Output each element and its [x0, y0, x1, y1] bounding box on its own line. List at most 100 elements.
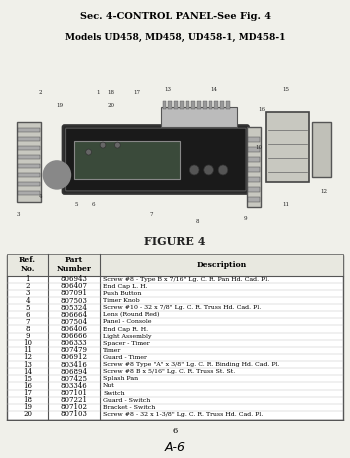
Text: Part
Number: Part Number	[56, 256, 91, 273]
Text: 806664: 806664	[60, 311, 87, 319]
Bar	[248, 187, 260, 192]
Text: 3: 3	[17, 212, 20, 217]
Text: 805324: 805324	[61, 304, 87, 311]
Text: 807425: 807425	[60, 375, 87, 383]
Bar	[18, 173, 40, 177]
Text: 6: 6	[25, 311, 30, 319]
Text: End Cap R. H.: End Cap R. H.	[103, 327, 148, 332]
Text: Description: Description	[196, 261, 246, 268]
Text: 19: 19	[23, 403, 32, 411]
Bar	[248, 147, 260, 152]
Text: 17: 17	[23, 389, 32, 397]
Text: 11: 11	[23, 346, 32, 354]
Text: Ref.
No.: Ref. No.	[19, 256, 36, 273]
Text: 12: 12	[23, 354, 32, 361]
Bar	[18, 137, 40, 141]
Text: 5: 5	[25, 304, 30, 311]
Bar	[197, 101, 201, 109]
Text: 7: 7	[149, 212, 153, 217]
Text: Splash Pan: Splash Pan	[103, 376, 138, 382]
Bar	[203, 101, 207, 109]
Text: 8: 8	[195, 219, 199, 224]
Text: Guard - Switch: Guard - Switch	[103, 398, 150, 403]
Bar	[209, 101, 212, 109]
Bar	[266, 112, 309, 182]
Bar	[168, 101, 172, 109]
Text: 13: 13	[23, 360, 32, 369]
Text: 807091: 807091	[60, 289, 87, 297]
Bar	[18, 128, 40, 132]
Text: 12: 12	[320, 189, 327, 194]
Text: 806406: 806406	[60, 325, 87, 333]
Text: 9: 9	[25, 332, 30, 340]
Text: 803346: 803346	[61, 382, 87, 390]
Text: 807221: 807221	[60, 396, 87, 404]
Circle shape	[43, 161, 70, 189]
Text: Lens (Round Red): Lens (Round Red)	[103, 312, 160, 317]
Circle shape	[189, 165, 199, 175]
Bar	[248, 167, 260, 172]
Text: 1: 1	[25, 275, 30, 283]
Text: Screw #8 B x 5/16" Lg. C. R. Truss St. St.: Screw #8 B x 5/16" Lg. C. R. Truss St. S…	[103, 369, 235, 374]
Text: Screw #8 - Type B x 7/16" Lg. C. R. Pan Hd. Cad. Pl.: Screw #8 - Type B x 7/16" Lg. C. R. Pan …	[103, 277, 269, 282]
Text: 14: 14	[210, 87, 217, 92]
Text: 807504: 807504	[60, 318, 87, 326]
Text: End Cap L. H.: End Cap L. H.	[103, 284, 148, 289]
Bar	[248, 157, 260, 162]
FancyBboxPatch shape	[65, 128, 246, 191]
Text: 3: 3	[25, 289, 30, 297]
Circle shape	[114, 142, 120, 148]
Bar	[248, 137, 260, 142]
Bar	[161, 107, 237, 127]
Text: 10: 10	[255, 145, 262, 150]
Text: 15: 15	[282, 87, 289, 92]
Text: 803416: 803416	[61, 360, 87, 369]
Text: 4: 4	[39, 194, 42, 199]
Text: 2: 2	[39, 90, 42, 95]
Bar	[7, 254, 343, 276]
Bar	[162, 101, 166, 109]
Text: 806894: 806894	[60, 368, 87, 376]
Circle shape	[86, 149, 91, 155]
Text: 6: 6	[172, 426, 177, 435]
Bar	[214, 101, 218, 109]
Text: 11: 11	[282, 202, 289, 207]
Text: 19: 19	[56, 103, 63, 108]
Text: 807102: 807102	[60, 403, 87, 411]
Text: 6: 6	[92, 202, 95, 207]
Text: 807503: 807503	[61, 296, 87, 305]
Bar	[74, 141, 180, 179]
Text: Sec. 4-CONTROL PANEL-See Fig. 4: Sec. 4-CONTROL PANEL-See Fig. 4	[79, 12, 271, 22]
Text: 9: 9	[243, 216, 247, 221]
Text: 806333: 806333	[61, 339, 87, 347]
Bar	[174, 101, 178, 109]
Bar	[220, 101, 224, 109]
Text: 7: 7	[25, 318, 30, 326]
Text: 5: 5	[74, 202, 78, 207]
Text: 15: 15	[23, 375, 32, 383]
Text: A-6: A-6	[164, 441, 186, 453]
Text: Push Button: Push Button	[103, 291, 141, 296]
Text: 806666: 806666	[60, 332, 87, 340]
Text: 18: 18	[23, 396, 32, 404]
Bar	[248, 177, 260, 182]
Text: 10: 10	[23, 339, 32, 347]
Text: 16: 16	[23, 382, 32, 390]
Text: Screw #8 Type "A" x 3/8" Lg. C. R. Binding Hd. Cad. Pl.: Screw #8 Type "A" x 3/8" Lg. C. R. Bindi…	[103, 362, 280, 367]
Bar	[18, 155, 40, 159]
Bar	[247, 127, 261, 207]
Text: 20: 20	[107, 103, 114, 108]
Text: 807101: 807101	[60, 389, 87, 397]
Text: Bracket - Switch: Bracket - Switch	[103, 405, 155, 410]
Text: Spacer - Timer: Spacer - Timer	[103, 341, 149, 346]
Text: 17: 17	[133, 90, 140, 95]
Bar	[18, 164, 40, 168]
Text: Light Assembly: Light Assembly	[103, 333, 152, 338]
Text: 806912: 806912	[60, 354, 87, 361]
Text: 1: 1	[97, 90, 100, 95]
Circle shape	[100, 142, 106, 148]
Text: 806943: 806943	[61, 275, 87, 283]
Text: 806407: 806407	[60, 282, 87, 290]
Text: Timer Knob: Timer Knob	[103, 298, 140, 303]
Text: 807479: 807479	[60, 346, 87, 354]
